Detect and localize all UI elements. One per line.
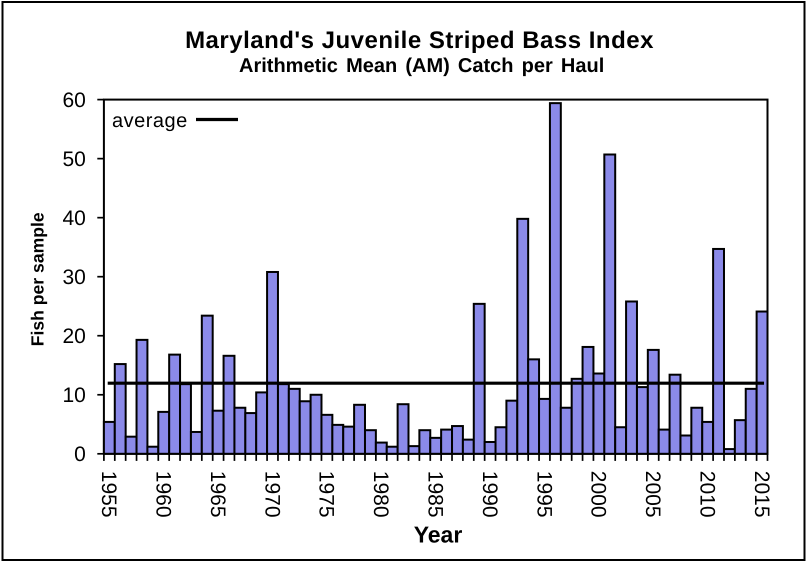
svg-text:2000: 2000 <box>587 471 610 518</box>
svg-text:10: 10 <box>62 384 85 407</box>
svg-text:2010: 2010 <box>695 471 718 518</box>
svg-text:2005: 2005 <box>641 471 664 518</box>
svg-text:40: 40 <box>62 207 85 230</box>
svg-text:Arithmetic Mean (AM) Catch per: Arithmetic Mean (AM) Catch per Haul <box>239 55 604 77</box>
svg-text:50: 50 <box>62 148 85 171</box>
svg-text:1975: 1975 <box>315 471 338 518</box>
svg-text:60: 60 <box>62 89 85 112</box>
svg-text:1980: 1980 <box>369 471 392 518</box>
svg-text:1990: 1990 <box>478 471 501 518</box>
svg-text:1955: 1955 <box>97 471 120 518</box>
svg-text:Maryland's Juvenile Striped Ba: Maryland's Juvenile Striped Bass Index <box>185 27 654 54</box>
svg-text:average: average <box>112 110 188 132</box>
svg-text:1960: 1960 <box>152 471 175 518</box>
svg-text:1995: 1995 <box>532 471 555 518</box>
svg-text:2015: 2015 <box>750 471 773 518</box>
svg-text:Fish per sample: Fish per sample <box>28 212 48 346</box>
svg-text:1985: 1985 <box>424 471 447 518</box>
svg-text:1965: 1965 <box>206 471 229 518</box>
svg-text:0: 0 <box>74 443 86 466</box>
svg-text:1970: 1970 <box>260 471 283 518</box>
svg-text:20: 20 <box>62 325 85 348</box>
svg-text:Year: Year <box>414 522 463 548</box>
svg-text:30: 30 <box>62 266 85 289</box>
